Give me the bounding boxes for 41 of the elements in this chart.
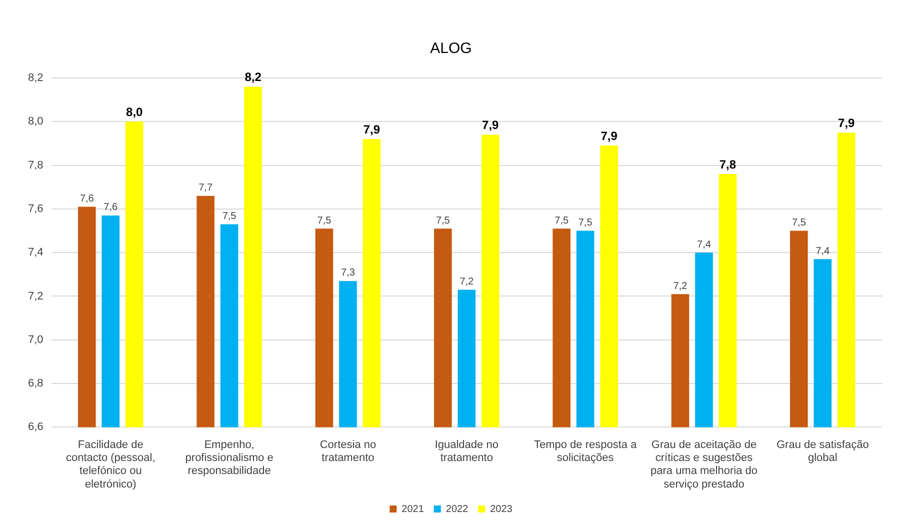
y-tick-label: 8,0 — [28, 116, 44, 128]
data-label: 7,5 — [317, 215, 332, 226]
legend-label: 2023 — [490, 504, 513, 515]
y-tick-label: 7,2 — [28, 290, 44, 302]
x-tick-label: Grau de satisfação global — [776, 438, 869, 464]
x-tick-label: Empenho, profissionalismo e responsabilidade — [185, 438, 274, 478]
y-tick-label: 8,2 — [28, 72, 44, 84]
x-tick-label: Cortesia no tratamento — [320, 438, 376, 464]
y-tick-label: 7,6 — [28, 202, 44, 215]
x-tick-label: Tempo de resposta a solicitações — [534, 438, 638, 464]
data-label: 7,9 — [838, 116, 856, 130]
data-label: 7,5 — [554, 215, 569, 226]
y-tick-label: 6,8 — [28, 378, 44, 390]
data-label: 7,5 — [436, 215, 450, 226]
data-label: 7,6 — [80, 194, 94, 205]
data-label: 8,2 — [244, 70, 262, 84]
data-label: 7,5 — [578, 218, 593, 229]
data-label: 7,2 — [673, 280, 688, 292]
legend-label: 2021 — [402, 504, 424, 515]
data-label: 7,4 — [697, 239, 712, 250]
y-tick-label: 7,4 — [28, 246, 44, 259]
data-label: 7,5 — [792, 218, 806, 229]
data-label: 7,4 — [816, 246, 830, 257]
x-tick-label: Igualdade no tratamento — [434, 438, 498, 464]
y-tick-label: 6,6 — [28, 421, 44, 434]
data-label: 7,9 — [363, 122, 380, 136]
x-tick-label: Facilidade de contacto (pessoal, telefónico ou eletrónico) — [66, 438, 156, 490]
data-label: 7,9 — [482, 118, 500, 132]
legend-label: 2022 — [446, 504, 469, 515]
y-tick-label: 7,8 — [28, 159, 44, 172]
chart-title: ALOG — [430, 40, 472, 58]
data-label: 7,5 — [222, 210, 237, 222]
y-tick-label: 7,0 — [28, 334, 44, 346]
data-label: 7,6 — [104, 202, 118, 214]
data-label: 7,9 — [600, 128, 618, 143]
data-label: 8,0 — [126, 104, 144, 119]
data-label: 7,2 — [460, 276, 474, 288]
x-tick-label: Grau de aceitação de críticas e sugestões para uma melhoria do serviço prestado — [650, 438, 758, 490]
data-label: 7,3 — [341, 268, 356, 279]
data-label: 7,8 — [719, 157, 736, 172]
data-label: 7,7 — [198, 182, 213, 194]
